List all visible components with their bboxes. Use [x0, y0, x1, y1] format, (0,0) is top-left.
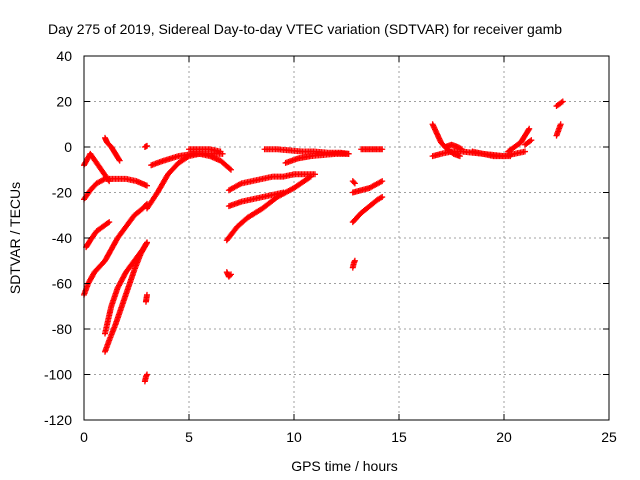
data-point — [144, 142, 150, 149]
x-tick-label: 15 — [391, 429, 407, 445]
chart-title: Day 275 of 2019, Sidereal Day-to-day VTE… — [48, 21, 562, 37]
y-tick-label: -60 — [52, 276, 72, 292]
grid-lines — [84, 56, 609, 420]
data-point — [104, 219, 111, 226]
data-point — [351, 257, 358, 264]
data-point — [217, 148, 224, 155]
data-point — [528, 137, 535, 144]
x-tick-label: 20 — [496, 429, 512, 445]
data-point — [116, 156, 122, 163]
data-point — [379, 146, 386, 153]
data-point — [345, 150, 352, 157]
data-point — [226, 272, 233, 279]
y-axis-ticks: -120 -100 -80 -60 -40 -20 0 20 40 — [44, 48, 609, 428]
data-point — [280, 189, 287, 196]
data-points — [81, 98, 566, 385]
data-point — [525, 126, 532, 133]
data-point — [116, 157, 123, 164]
y-tick-label: -100 — [44, 367, 72, 383]
data-point — [312, 171, 318, 178]
x-tick-label: 25 — [601, 429, 617, 445]
y-tick-label: -80 — [52, 321, 72, 337]
y-tick-label: 0 — [64, 139, 72, 155]
y-tick-label: -20 — [52, 185, 72, 201]
data-point — [143, 240, 150, 247]
x-tick-label: 10 — [286, 429, 302, 445]
data-point — [557, 121, 564, 128]
y-tick-label: 40 — [56, 48, 72, 64]
data-point — [184, 153, 191, 160]
x-axis-label: GPS time / hours — [291, 458, 398, 474]
data-point — [106, 219, 113, 226]
data-point — [228, 271, 234, 278]
data-point — [351, 180, 358, 187]
data-point — [144, 291, 150, 298]
data-point — [459, 146, 465, 153]
data-point — [379, 178, 386, 185]
data-point — [350, 179, 357, 186]
x-tick-label: 5 — [185, 429, 193, 445]
data-point — [144, 239, 150, 246]
data-point — [144, 182, 150, 189]
data-point — [527, 138, 534, 145]
data-point — [522, 148, 528, 155]
data-point — [144, 371, 150, 378]
data-point — [558, 99, 565, 106]
y-tick-label: 20 — [56, 94, 72, 110]
data-point — [226, 165, 233, 172]
y-tick-label: -40 — [52, 230, 72, 246]
data-point — [559, 98, 566, 105]
data-point — [228, 166, 234, 173]
x-axis-ticks: 0 5 10 15 20 25 — [80, 56, 617, 445]
data-point — [526, 125, 533, 132]
y-tick-label: -120 — [44, 412, 72, 428]
y-axis-label: SDTVAR / TECUs — [7, 182, 23, 294]
data-point — [379, 194, 386, 201]
x-tick-label: 0 — [80, 429, 88, 445]
